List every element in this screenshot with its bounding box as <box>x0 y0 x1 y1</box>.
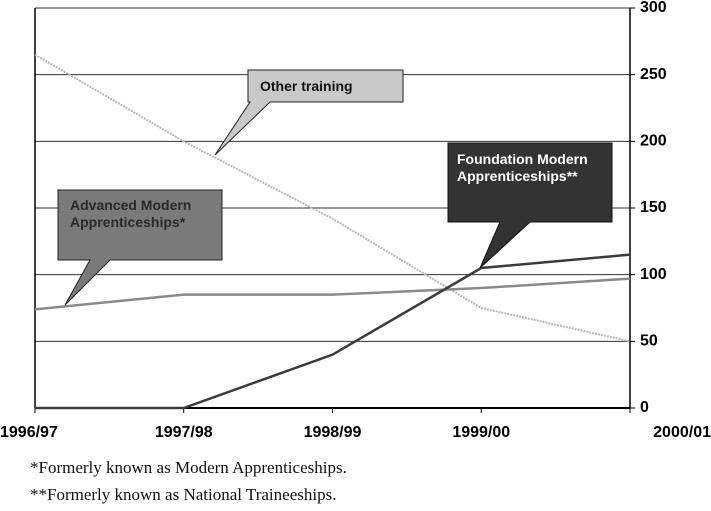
x-tick-label: 1998/99 <box>304 424 362 441</box>
x-tick-label: 1996/97 <box>0 424 58 441</box>
x-tick-label: 1997/98 <box>155 424 213 441</box>
footnote: **Formerly known as National Traineeship… <box>30 485 337 504</box>
chart: 0 50 100 150 200 250 300 1996/97 1997/98 1998/99 1… <box>0 0 711 441</box>
y-tick-label: 300 <box>640 0 667 16</box>
footnote: *Formerly known as Modern Apprenticeship… <box>30 458 347 477</box>
x-tick-label: 2000/01 <box>653 424 711 441</box>
y-tick-label: 100 <box>640 266 667 283</box>
y-tick-label: 200 <box>640 133 667 150</box>
callout-label: Other training <box>260 78 353 94</box>
series-line <box>35 253 631 410</box>
callout-label: Foundation Modern Apprenticeships** <box>457 151 588 184</box>
y-tick-label: 150 <box>640 199 667 216</box>
callout-box <box>214 69 404 156</box>
y-tick-label: 0 <box>640 399 649 416</box>
callout-label: Advanced Modern Apprenticeships* <box>70 197 192 230</box>
x-tick-label: 1999/00 <box>452 424 510 441</box>
y-tick-label: 250 <box>640 66 667 83</box>
callout-box <box>57 189 223 306</box>
series-line <box>34 53 631 343</box>
y-tick-label: 50 <box>640 333 658 350</box>
callout-box <box>447 142 613 269</box>
series-line <box>34 277 631 311</box>
